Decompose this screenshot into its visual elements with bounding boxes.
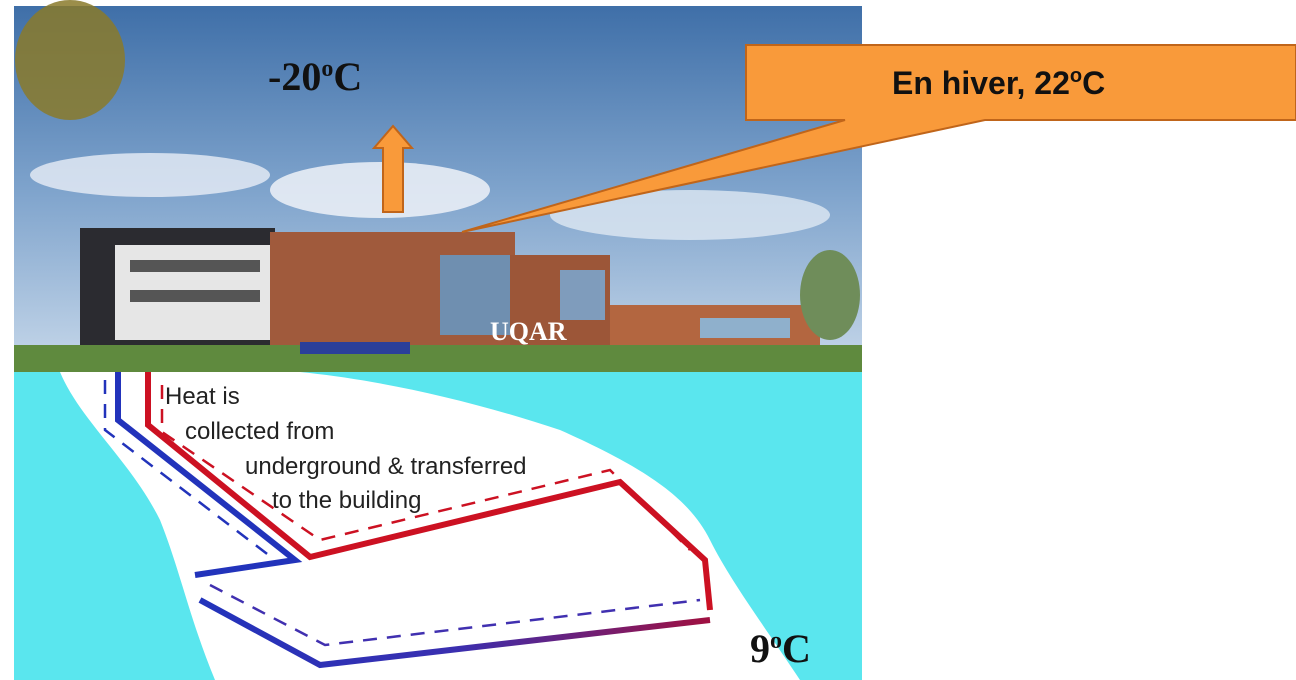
ground-temp: 9oC [750,626,811,671]
callout-main: En hiver, 22 [892,65,1070,101]
temp-unit: C [333,54,362,99]
heat-arrow [371,124,415,213]
diagram-line: to the building [272,487,421,514]
temp-number: -20 [268,54,321,99]
diagram-line: underground & transferred [245,453,527,480]
ground-diagram: Heat is collected from underground & tra… [14,372,862,680]
temp-number: 9 [750,626,770,671]
building-photo: UQAR [14,0,862,372]
temp-unit: C [1082,65,1105,101]
sign-text: UQAR [490,317,567,346]
degree: o [1070,65,1082,87]
temp-unit: C [782,626,811,671]
degree: o [770,628,782,654]
callout-text: En hiver, 22oC [892,65,1105,101]
outside-temp: -20oC [268,54,362,99]
diagram-line: Heat is [165,383,240,410]
degree: o [321,56,333,82]
callout [461,44,1296,233]
diagram-line: collected from [185,418,334,445]
